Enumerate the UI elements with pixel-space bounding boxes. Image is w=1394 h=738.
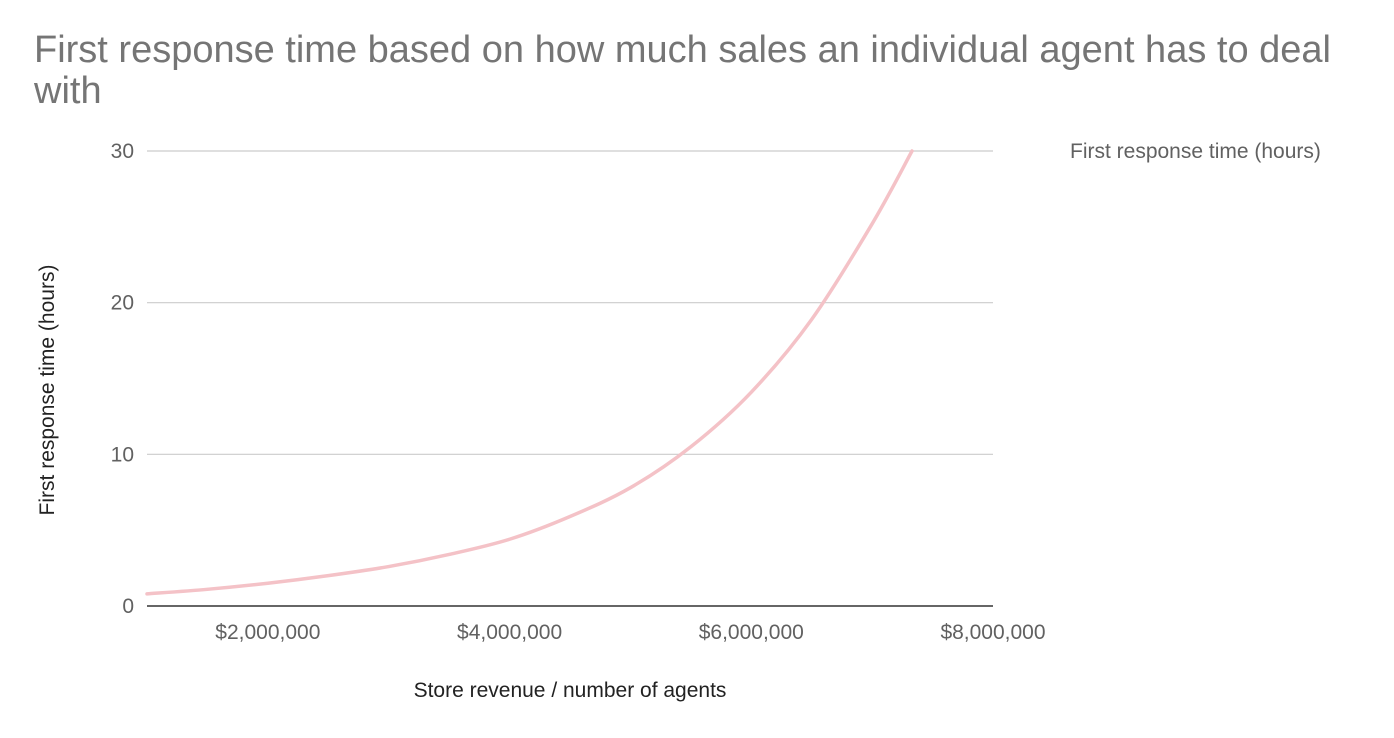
x-axis-title: Store revenue / number of agents	[414, 679, 727, 702]
tick-labels: 0 10 20 30 $2,000,000 $4,000,000 $6,000,000 $8,…	[111, 140, 1046, 644]
series-line	[145, 149, 914, 596]
y-tick-label: 20	[111, 292, 134, 315]
x-tick-label: $4,000,000	[457, 621, 562, 644]
x-tick-label: $6,000,000	[699, 621, 804, 644]
y-tick-label: 30	[111, 140, 134, 163]
x-tick-label: $2,000,000	[215, 621, 320, 644]
y-tick-label: 0	[122, 595, 134, 618]
y-tick-label: 10	[111, 443, 134, 466]
legend-label: First response time (hours)	[1070, 140, 1321, 163]
y-axis-title: First response time (hours)	[36, 265, 59, 516]
gridlines	[147, 150, 993, 455]
x-tick-label: $8,000,000	[940, 621, 1045, 644]
chart-title: First response time based on how much sa…	[34, 29, 1331, 112]
series-layer	[145, 149, 914, 596]
